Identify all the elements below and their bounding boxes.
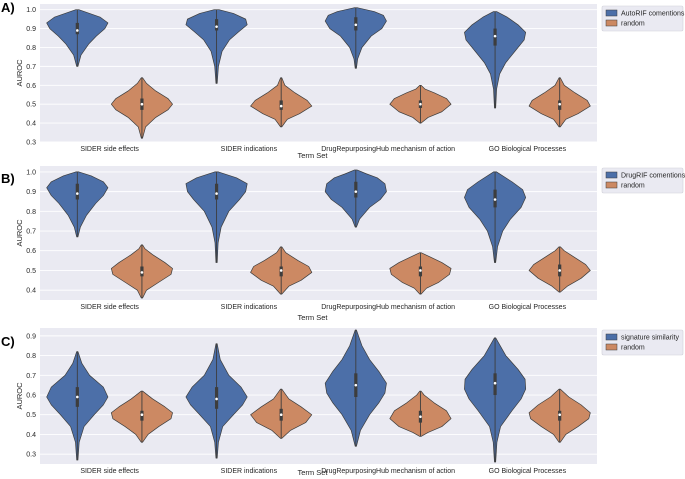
- violin-median: [215, 25, 218, 28]
- violin-median: [419, 102, 422, 106]
- violin-median: [76, 29, 79, 32]
- x-tick-label: GO Biological Processes: [489, 468, 567, 475]
- panel-3: 0.3 0.4 0.5 0.6 0.7 0.8 0.9 SIDER side effects S…: [1, 328, 684, 477]
- violin-median: [493, 381, 497, 385]
- y-tick-label: 0.5: [26, 412, 36, 419]
- y-tick-label: 0.8: [26, 45, 36, 52]
- x-tick-label: SIDER side effects: [80, 304, 139, 311]
- violin-median: [493, 34, 497, 38]
- y-tick-label: 0.9: [26, 333, 36, 340]
- violin-median: [354, 383, 358, 387]
- panel-label: B): [1, 171, 15, 186]
- y-tick-label: 0.6: [26, 248, 36, 255]
- legend-box: [601, 167, 684, 194]
- y-tick-label: 0.3: [26, 140, 36, 147]
- legend-swatch: [605, 9, 618, 17]
- y-tick-label: 0.9: [26, 189, 36, 196]
- violin-median: [419, 269, 422, 272]
- violin-median: [140, 102, 144, 106]
- legend-label: random: [621, 345, 645, 352]
- x-tick-label: GO Biological Processes: [489, 304, 567, 311]
- violin-median: [354, 190, 358, 193]
- x-axis-label: Term Set: [297, 468, 328, 477]
- violin-median: [354, 23, 358, 27]
- legend-box: [601, 329, 684, 356]
- violin-median: [76, 395, 79, 399]
- y-axis-label: AUROC: [15, 219, 24, 247]
- violin-median: [279, 269, 283, 272]
- violin-median: [279, 104, 283, 108]
- x-tick-label: SIDER side effects: [80, 146, 139, 153]
- x-tick-label: DrugRepurposingHub mechanism of action: [321, 304, 455, 311]
- y-tick-label: 0.9: [26, 26, 36, 33]
- x-tick-label: DrugRepurposingHub mechanism of action: [321, 468, 455, 475]
- x-tick-label: SIDER indications: [221, 304, 278, 311]
- y-tick-label: 0.7: [26, 229, 36, 236]
- y-tick-label: 0.4: [26, 432, 36, 439]
- violin-iqr-box: [214, 183, 219, 200]
- violin-median: [76, 192, 79, 195]
- violin-median: [493, 198, 497, 201]
- violin-median: [215, 397, 218, 401]
- x-tick-label: GO Biological Processes: [489, 146, 567, 153]
- legend-label: random: [621, 21, 645, 28]
- panel-label: A): [1, 0, 15, 15]
- y-tick-label: 0.7: [26, 373, 36, 380]
- y-tick-label: 0.6: [26, 83, 36, 90]
- legend: DrugRIF comentions random: [601, 167, 685, 194]
- y-axis-label: AUROC: [15, 382, 24, 410]
- violin-iqr-box: [214, 19, 219, 31]
- x-tick-label: SIDER indications: [221, 146, 278, 153]
- x-tick-label: SIDER indications: [221, 468, 278, 475]
- y-tick-label: 0.5: [26, 268, 36, 275]
- y-tick-label: 0.4: [26, 121, 36, 128]
- y-tick-label: 0.5: [26, 102, 36, 109]
- legend-label: random: [621, 183, 645, 190]
- y-tick-label: 1.0: [26, 7, 36, 14]
- violin-median: [215, 192, 218, 195]
- violin-median: [140, 413, 144, 417]
- violin-median: [419, 415, 422, 418]
- x-axis-label: Term Set: [297, 313, 328, 322]
- legend-swatch: [605, 333, 618, 341]
- violin-median: [558, 102, 561, 106]
- y-tick-label: 1.0: [26, 169, 36, 176]
- y-axis-label: AUROC: [15, 59, 24, 87]
- legend-swatch: [605, 343, 618, 351]
- legend: signature similarity random: [601, 329, 684, 356]
- legend-label: signature similarity: [621, 335, 679, 342]
- violin-median: [140, 271, 144, 274]
- legend-label: DrugRIF comentions: [621, 173, 685, 180]
- y-tick-label: 0.8: [26, 209, 36, 216]
- legend-swatch: [605, 171, 618, 179]
- legend-swatch: [605, 181, 618, 189]
- legend-box: [601, 5, 684, 32]
- x-axis-label: Term Set: [297, 151, 328, 160]
- violin-iqr-box: [75, 183, 79, 200]
- violin-iqr-box: [354, 181, 358, 198]
- x-tick-label: DrugRepurposingHub mechanism of action: [321, 146, 455, 153]
- y-tick-label: 0.6: [26, 393, 36, 400]
- panel-1: 0.3 0.4 0.5 0.6 0.7 0.8 0.9 1.0 SIDER side effec…: [1, 0, 685, 160]
- violin-median: [558, 269, 561, 272]
- y-tick-label: 0.7: [26, 64, 36, 71]
- y-tick-label: 0.3: [26, 452, 36, 459]
- legend-label: AutoRIF comentions: [621, 11, 685, 18]
- violin-median: [558, 413, 561, 417]
- x-tick-label: SIDER side effects: [80, 468, 139, 475]
- panel-2: 0.4 0.5 0.6 0.7 0.8 0.9 1.0 SIDER side effects S…: [1, 166, 685, 322]
- violin-iqr-box: [75, 22, 79, 35]
- y-tick-label: 0.8: [26, 353, 36, 360]
- legend-swatch: [605, 19, 618, 27]
- panel-label: C): [1, 334, 15, 349]
- legend: AutoRIF comentions random: [601, 5, 685, 32]
- violin-median: [279, 413, 283, 417]
- y-tick-label: 0.4: [26, 288, 36, 295]
